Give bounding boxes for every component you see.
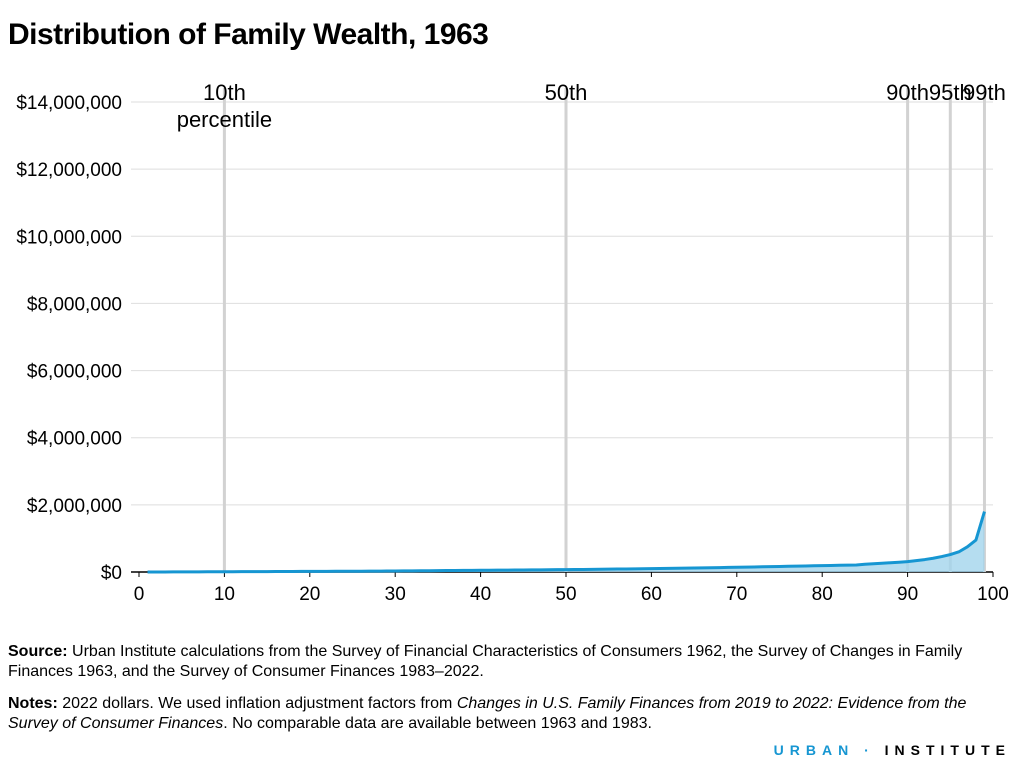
logo-dot: · — [864, 742, 875, 758]
percentile-label: 99th — [963, 80, 1006, 105]
notes: Notes: 2022 dollars. We used inflation a… — [8, 694, 1013, 734]
logo-institute: INSTITUTE — [884, 742, 1011, 758]
x-tick-label: 70 — [726, 584, 747, 605]
y-tick-label: $12,000,000 — [16, 160, 122, 181]
notes-text: 2022 dollars. We used inflation adjustme… — [62, 695, 457, 712]
percentile-label: percentile — [177, 107, 272, 132]
x-tick-label: 0 — [134, 584, 145, 605]
chart: $0 $2,000,000 $4,000,000 $6,000,000 $8,000,0… — [16, 80, 1009, 605]
x-tick-label: 60 — [641, 584, 662, 605]
percentile-label: 95th — [929, 80, 972, 105]
x-tick-label: 80 — [812, 584, 833, 605]
source-label: Source: — [8, 643, 68, 660]
y-tick-label: $4,000,000 — [27, 429, 122, 450]
x-tick-label: 20 — [299, 584, 320, 605]
source-text: Urban Institute calculations from the Su… — [8, 643, 963, 680]
y-tick-label: $0 — [101, 563, 122, 584]
y-tick-label: $10,000,000 — [16, 227, 122, 248]
chart-title: Distribution of Family Wealth, 1963 — [8, 18, 489, 51]
notes-text: . No comparable data are available betwe… — [223, 715, 652, 732]
y-tick-label: $2,000,000 — [27, 496, 122, 517]
notes-title: Changes in U.S. Family Finances from 201… — [8, 695, 967, 732]
logo-urban: URBAN — [773, 742, 855, 758]
y-tick-label: $14,000,000 — [16, 93, 122, 114]
y-tick-label: $6,000,000 — [27, 362, 122, 383]
percentile-label: 90th — [886, 80, 929, 105]
percentile-label: 50th — [545, 80, 588, 105]
notes-label: Notes: — [8, 695, 58, 712]
line — [147, 511, 986, 574]
x-tick-label: 40 — [470, 584, 491, 605]
logo: URBAN · INSTITUTE — [774, 742, 1011, 758]
source: Source: Urban Institute calculations fro… — [8, 642, 1013, 682]
x-tick-label: 30 — [385, 584, 406, 605]
area — [147, 511, 985, 572]
x-tick-label: 90 — [897, 584, 918, 605]
y-tick-label: $8,000,000 — [27, 294, 122, 315]
x-tick-label: 50 — [555, 584, 576, 605]
percentile-label: 10th — [203, 80, 246, 105]
x-tick-label: 100 — [977, 584, 1009, 605]
x-tick-label: 10 — [214, 584, 235, 605]
